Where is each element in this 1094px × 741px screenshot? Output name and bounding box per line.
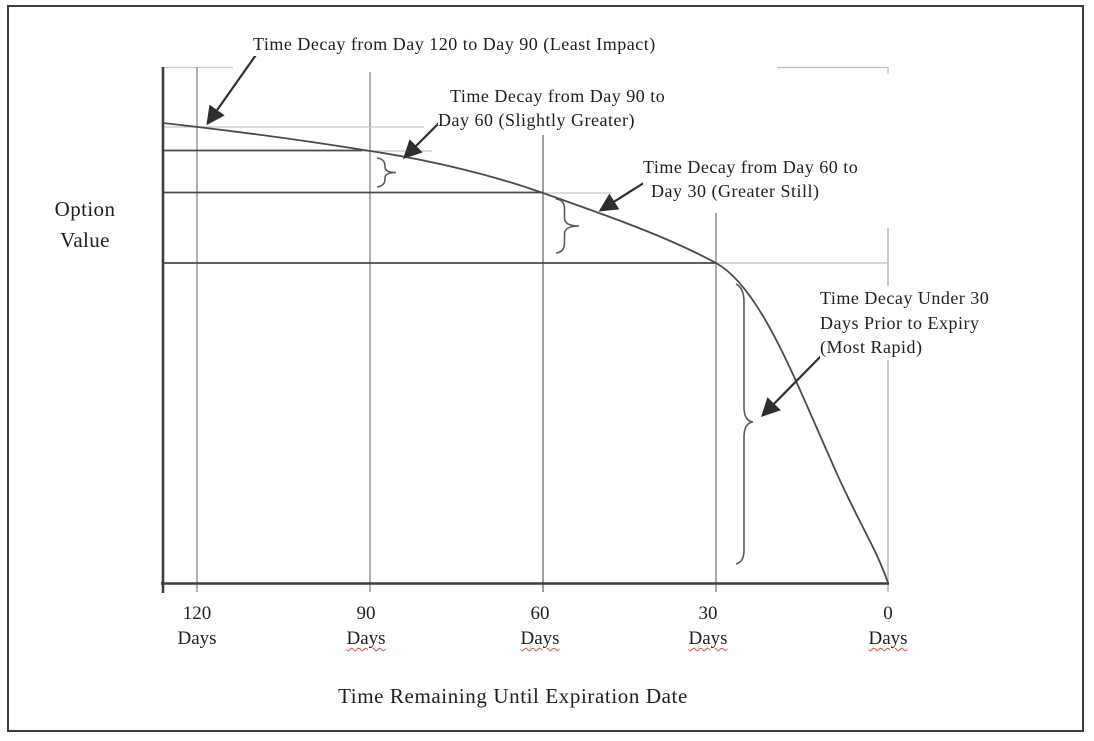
annotation-text: (Most Rapid) bbox=[820, 337, 923, 357]
annotation-decay-120-90: Time Decay from Day 120 to Day 90 (Least… bbox=[253, 32, 656, 56]
annotation-text: Days Prior to Expiry bbox=[820, 312, 980, 333]
x-tick-120-days: 120 Days bbox=[177, 601, 216, 651]
tick-number: 90 bbox=[356, 603, 376, 624]
annotation-decay-90-60: Time Decay from Day 90 to Day 60 (Slight… bbox=[438, 84, 666, 132]
annotation-text: Day 60 (Slightly Greater) bbox=[438, 110, 635, 130]
y-axis-title-line2: Value bbox=[60, 228, 110, 252]
brace-day60-to-day30 bbox=[555, 198, 580, 254]
annotation-text: Time Decay from Day 90 to bbox=[450, 86, 666, 106]
figure-border bbox=[7, 5, 1084, 732]
tick-number: 120 bbox=[182, 603, 212, 624]
annotation-text: Time Decay from Day 60 to bbox=[643, 157, 859, 177]
annotation-decay-60-30: Time Decay from Day 60 to Day 30 (Greate… bbox=[643, 155, 859, 203]
arrow-decay-60-30 bbox=[598, 178, 651, 212]
tick-number: 30 bbox=[698, 603, 718, 624]
tick-word: Days bbox=[688, 628, 728, 649]
tick-word: Days bbox=[177, 628, 217, 649]
arrow-decay-120-90 bbox=[206, 51, 259, 126]
tick-word: Days bbox=[868, 628, 908, 649]
tick-number: 60 bbox=[530, 603, 550, 624]
tick-word: Days bbox=[346, 628, 386, 649]
y-axis-title-line1: Option bbox=[54, 197, 116, 221]
x-axis-title: Time Remaining Until Expiration Date bbox=[338, 684, 688, 708]
y-axis-title: Option Value bbox=[22, 194, 148, 256]
tick-word: Days bbox=[520, 628, 560, 649]
annotation-decay-under-30: Time Decay Under 30 Days Prior to Expiry… bbox=[820, 286, 990, 360]
tick-number: 0 bbox=[883, 603, 893, 624]
x-tick-0-days: 0 Days bbox=[868, 601, 907, 651]
top-gridline-right-segment bbox=[777, 66, 889, 74]
annotation-text: Day 30 (Greater Still) bbox=[651, 181, 820, 201]
arrow-decay-under-30 bbox=[761, 354, 823, 418]
x-tick-60-days: 60 Days bbox=[520, 601, 559, 651]
brace-under-30-days bbox=[735, 283, 754, 565]
x-tick-90-days: 90 Days bbox=[346, 601, 385, 651]
time-decay-curve bbox=[162, 122, 889, 584]
annotation-text: Time Decay Under 30 bbox=[820, 288, 990, 308]
x-tick-30-days: 30 Days bbox=[688, 601, 727, 651]
brace-day90-to-day60 bbox=[376, 157, 397, 188]
annotation-text: Time Decay from Day 120 to Day 90 (Least… bbox=[253, 34, 656, 54]
